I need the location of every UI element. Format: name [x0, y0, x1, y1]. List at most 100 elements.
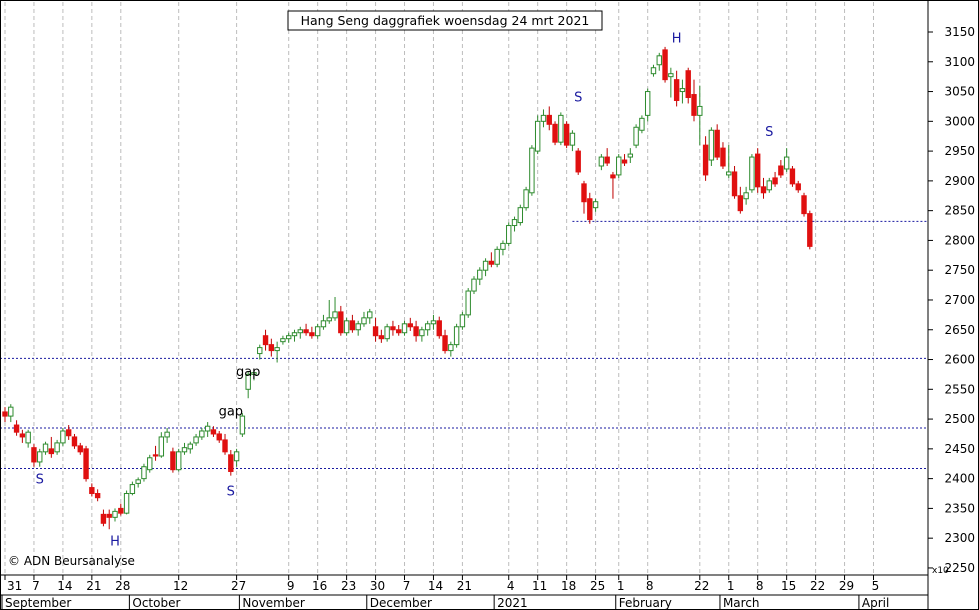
- candle-body-down: [396, 329, 402, 334]
- candle-body-down: [581, 183, 587, 203]
- candle-body-up: [193, 436, 199, 444]
- y-tick-label: 2700: [944, 293, 975, 307]
- x-tick-label: 4: [507, 579, 515, 593]
- y-tick-label: 2950: [944, 144, 975, 158]
- x-tick-label: 15: [781, 579, 796, 593]
- y-unit-label: x10: [932, 566, 949, 576]
- candle-body-up: [332, 311, 338, 319]
- candle-body-down: [83, 448, 89, 480]
- candle-body-down: [170, 451, 176, 471]
- x-tick-label: 8: [756, 579, 764, 593]
- candle-body-up: [112, 510, 118, 518]
- candles: [2, 46, 813, 530]
- y-tick-label: 2650: [944, 323, 975, 337]
- candle-body-down: [731, 171, 738, 197]
- y-tick-label: 2750: [944, 263, 975, 277]
- pattern-label: S: [765, 125, 773, 140]
- candle-body-down: [378, 335, 385, 340]
- candle-body-up: [129, 484, 136, 495]
- candle-body-down: [685, 70, 691, 99]
- title-frame: [287, 10, 603, 31]
- y-tick-label: 2550: [944, 382, 975, 396]
- candle-body-up: [540, 114, 547, 122]
- candle-body-down: [19, 433, 26, 438]
- candle-body-up: [291, 332, 298, 337]
- candle-body-down: [720, 147, 726, 167]
- y-tick-label: 3150: [944, 25, 975, 39]
- candle-body-down: [552, 123, 558, 143]
- chart-title: Hang Seng daggrafiek woensdag 24 mrt 202…: [301, 13, 590, 28]
- gap-label: gap: [219, 405, 243, 420]
- credit-label: © ADN Beursanalyse: [8, 554, 135, 568]
- month-labels: September October November December 2021 Febr…: [1, 595, 889, 610]
- candle-body-up: [158, 436, 165, 457]
- candle-body-down: [65, 429, 72, 437]
- candle-body-down: [610, 174, 616, 179]
- candle-body-up: [239, 415, 246, 435]
- x-tick-label: 22: [694, 579, 709, 593]
- candle-body-up: [233, 451, 240, 462]
- x-tick-label: 5: [872, 579, 880, 593]
- y-axis-ticks: 2250 2300 2350 2400 2450 2500 2550 2600 2650 2700…: [928, 25, 975, 575]
- candle-body-up: [743, 192, 749, 200]
- candle-body-up: [199, 430, 205, 438]
- month-label: December: [370, 596, 432, 610]
- candle-body-down: [89, 487, 95, 495]
- candle-body-up: [668, 73, 674, 78]
- candle-body-down: [210, 429, 217, 435]
- candle-body-down: [222, 439, 228, 453]
- candle-body-down: [303, 329, 309, 334]
- chart-title-box: Hang Seng daggrafiek woensdag 24 mrt 202…: [287, 10, 603, 31]
- x-tick-label: 28: [115, 579, 130, 593]
- x-tick-label: 14: [57, 579, 72, 593]
- candle-body-up: [529, 147, 535, 194]
- candle-body-down: [488, 260, 495, 265]
- candle-body-down: [442, 335, 448, 352]
- candle-body-up: [314, 326, 321, 337]
- candle-body-down: [673, 79, 680, 101]
- candle-body-down: [268, 344, 275, 352]
- candle-body-up: [523, 189, 529, 209]
- candle-body-down: [390, 326, 396, 331]
- candle-body-up: [204, 425, 211, 432]
- candle-body-down: [755, 153, 761, 188]
- gridlines: [4, 2, 874, 575]
- candle-body-down: [216, 433, 222, 441]
- candle-body-down: [621, 159, 628, 164]
- candle-body-up: [465, 290, 471, 316]
- candle-body-down: [413, 326, 419, 337]
- candle-body-up: [123, 493, 130, 514]
- month-label: February: [619, 596, 672, 610]
- candle-body-up: [355, 323, 361, 331]
- candle-body-up: [650, 67, 657, 75]
- candle-body-down: [604, 156, 610, 164]
- month-label: March: [723, 596, 760, 610]
- candle-body-up: [25, 431, 31, 444]
- y-tick-label: 2500: [944, 412, 975, 426]
- candle-body-down: [691, 94, 697, 116]
- x-tick-label: 27: [231, 579, 246, 593]
- support-lines: [0, 220, 928, 470]
- candle-body-down: [106, 513, 112, 518]
- month-label: October: [132, 596, 180, 610]
- candle-body-down: [662, 49, 668, 81]
- candle-body-down: [789, 168, 796, 185]
- candle-body-up: [558, 114, 564, 143]
- candle-body-up: [42, 443, 49, 453]
- candle-body-up: [326, 317, 332, 322]
- gap-label: gap: [236, 365, 260, 380]
- y-tick-label: 2600: [944, 353, 975, 367]
- month-label: 2021: [497, 596, 528, 610]
- candle-body-up: [251, 372, 257, 375]
- candle-body-up: [697, 105, 703, 116]
- y-tick-label: 2250: [944, 561, 975, 575]
- candle-body-up: [656, 55, 662, 66]
- candle-body-up: [37, 451, 43, 463]
- x-tick-label: 21: [86, 579, 101, 593]
- candle-body-down: [338, 311, 344, 334]
- candle-body-up: [506, 225, 512, 244]
- candle-body-down: [546, 114, 552, 125]
- candle-body-up: [459, 314, 466, 328]
